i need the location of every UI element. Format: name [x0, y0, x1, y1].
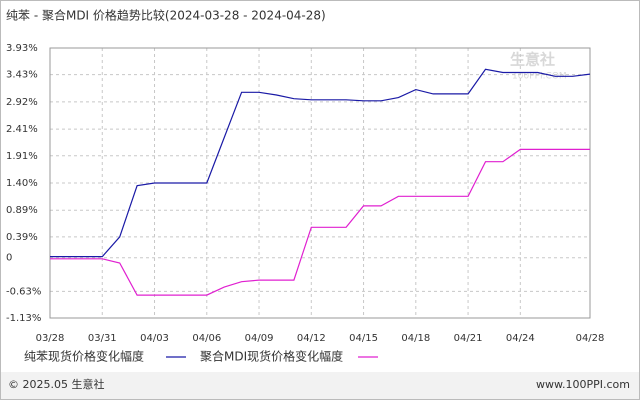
- series-line: [50, 148, 590, 296]
- y-tick-label: -1.13%: [6, 313, 41, 324]
- x-tick-label: 03/31: [88, 333, 117, 344]
- y-tick-label: -0.63%: [6, 286, 41, 297]
- watermark-sub: 100PPI.COM: [512, 72, 567, 82]
- x-tick-label: 04/18: [401, 333, 430, 344]
- x-tick-label: 04/28: [576, 333, 605, 344]
- x-tick-label: 03/28: [36, 333, 65, 344]
- footer-right: www.100PPI.com: [536, 378, 630, 391]
- y-tick-label: 3.43%: [6, 70, 38, 81]
- x-tick-label: 04/24: [506, 333, 535, 344]
- x-tick-label: 04/06: [192, 333, 221, 344]
- footer-left: © 2025.05 生意社: [8, 377, 104, 391]
- series-line: [50, 68, 591, 258]
- y-tick-label: 0.39%: [6, 232, 38, 243]
- legend-label: 纯苯现货价格变化幅度: [24, 349, 144, 364]
- x-tick-label: 04/03: [140, 333, 169, 344]
- y-tick-label: 2.92%: [6, 97, 38, 108]
- x-tick-label: 04/21: [454, 333, 483, 344]
- y-tick-label: 2.41%: [6, 124, 38, 135]
- y-tick-label: 3.93%: [6, 43, 38, 54]
- x-tick-label: 04/12: [297, 333, 326, 344]
- watermark: 生意社: [510, 51, 555, 69]
- footer-bar: [1, 372, 639, 399]
- plot-border: [49, 47, 591, 319]
- legend-label: 聚合MDI现货价格变化幅度: [200, 349, 343, 364]
- y-tick-label: 1.40%: [6, 178, 38, 189]
- x-tick-label: 04/09: [245, 333, 274, 344]
- y-tick-label: 0.89%: [6, 205, 38, 216]
- y-tick-label: 1.91%: [6, 151, 38, 162]
- y-tick-label: 0: [6, 253, 12, 264]
- x-tick-label: 04/15: [349, 333, 378, 344]
- chart-title: 纯苯 - 聚合MDI 价格趋势比较(2024-03-28 - 2024-04-2…: [6, 8, 326, 23]
